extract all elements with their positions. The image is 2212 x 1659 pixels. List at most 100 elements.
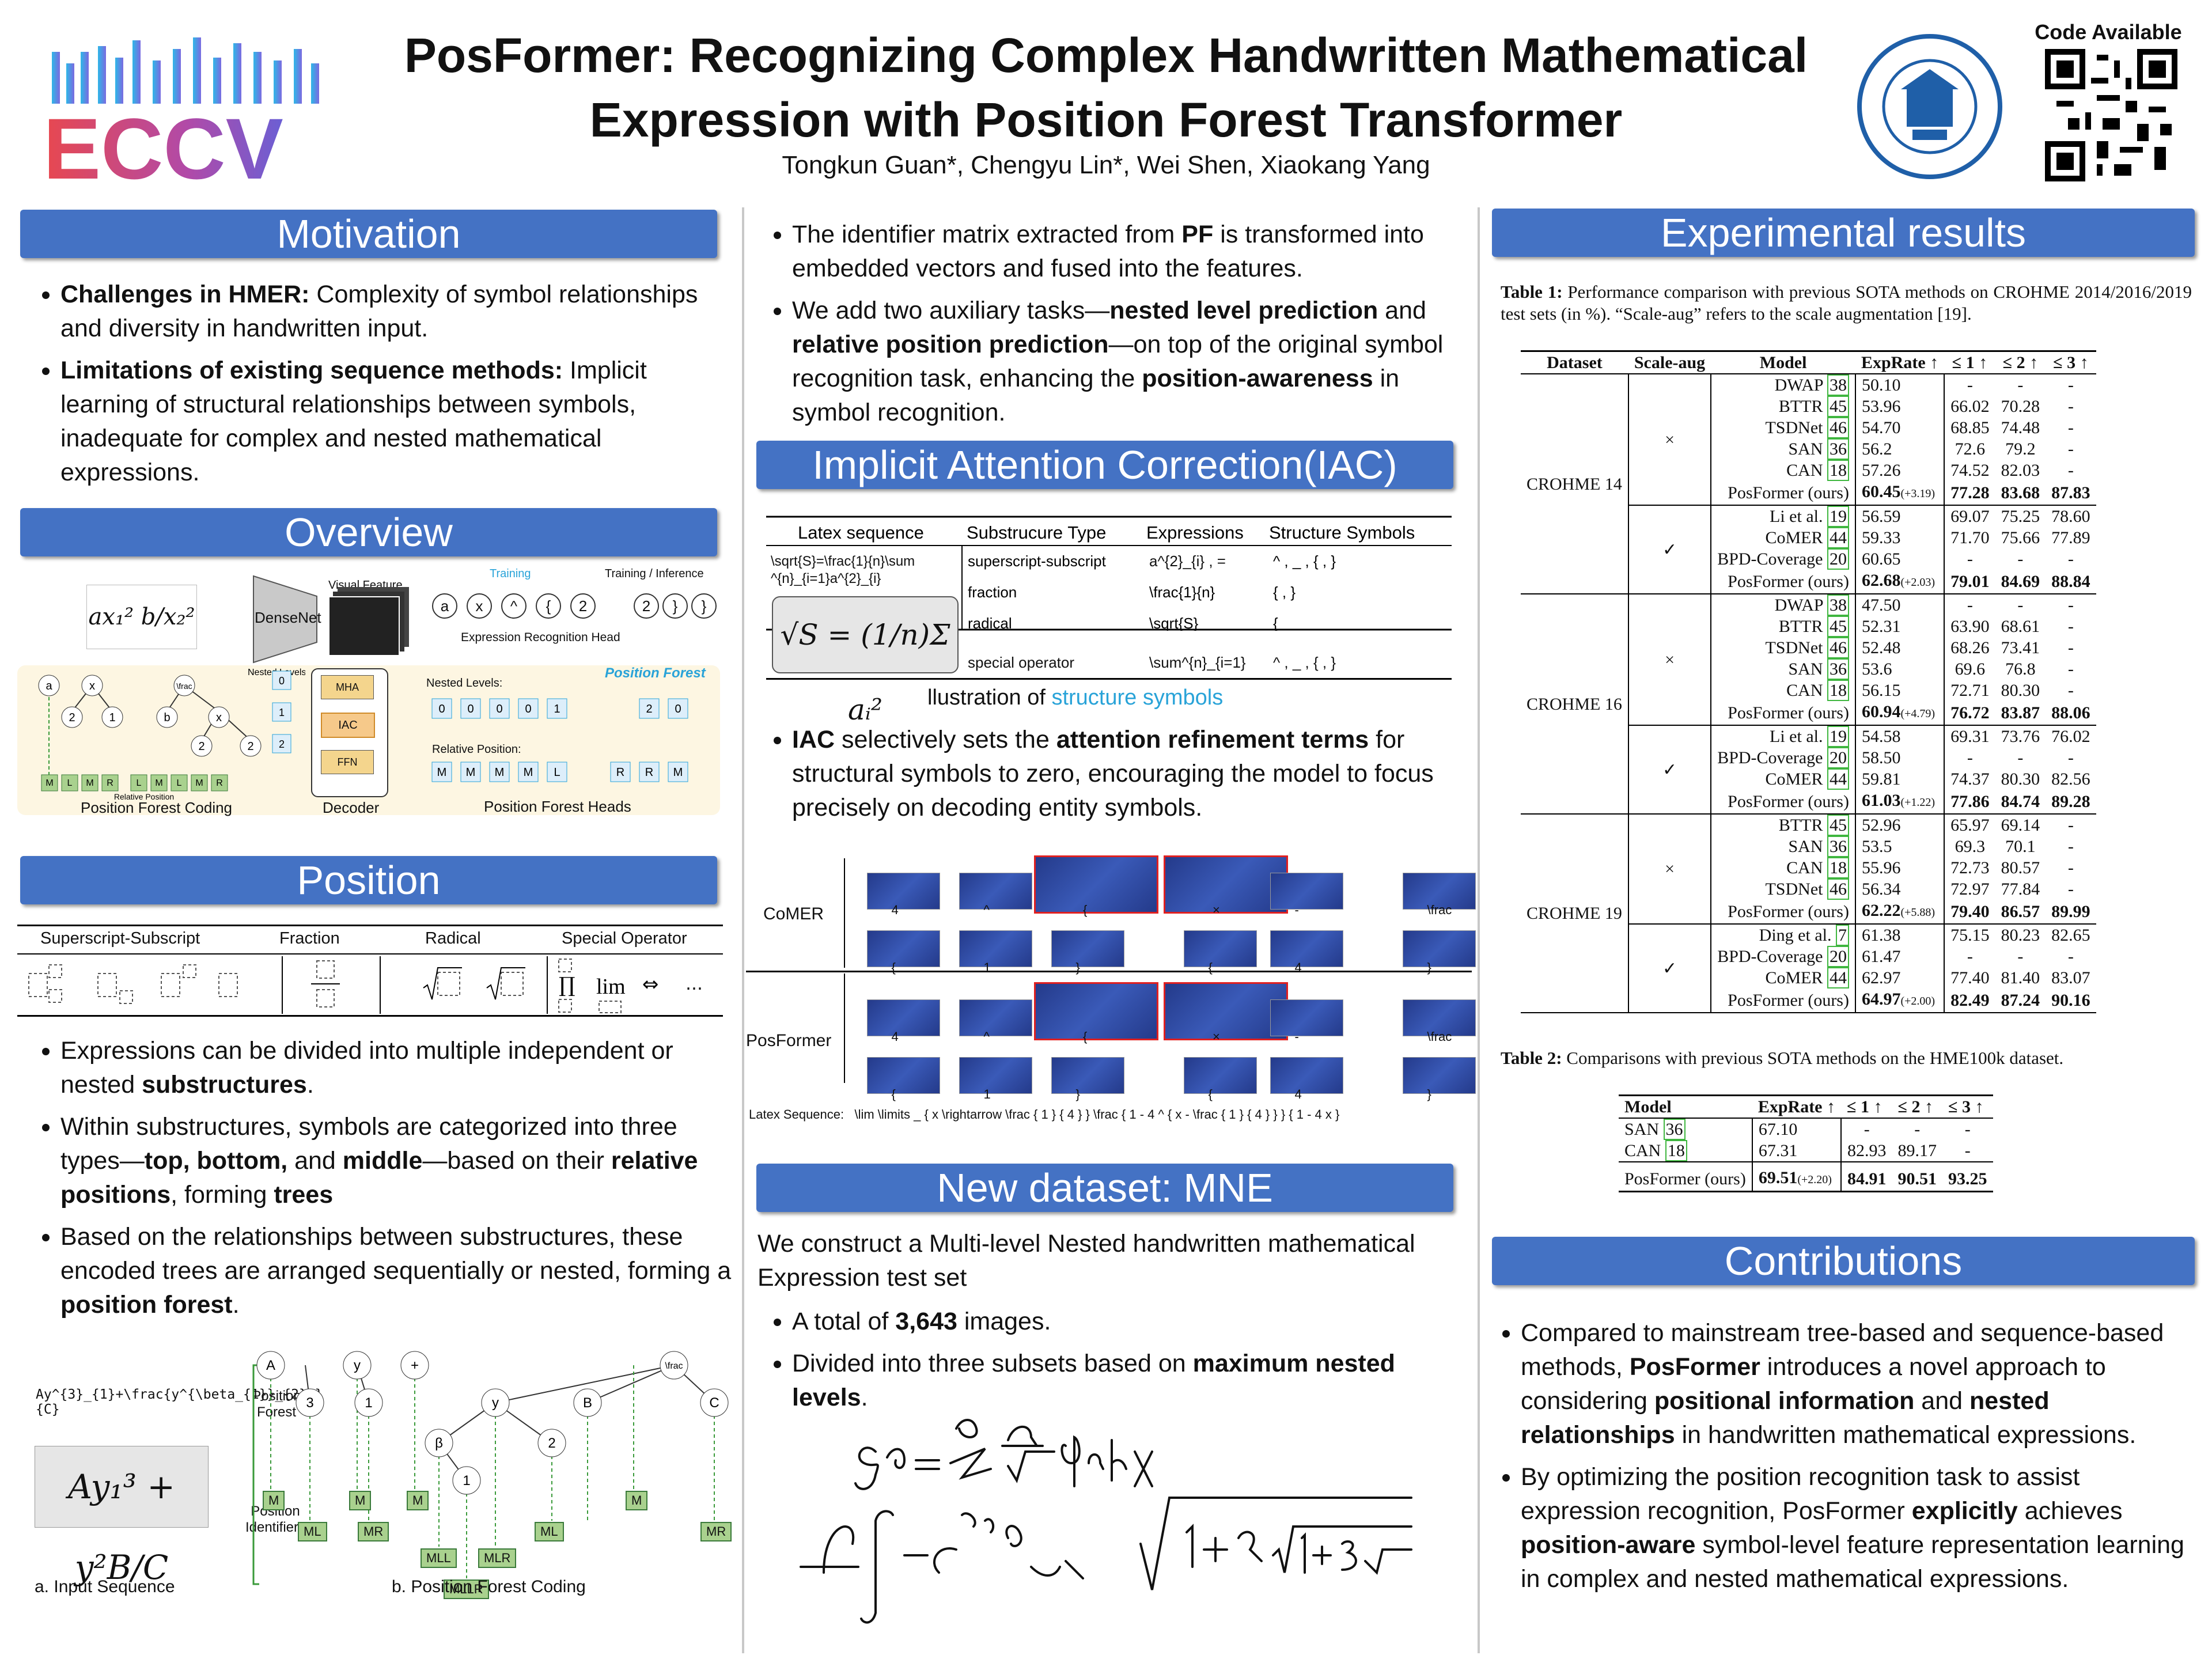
metric-cell: 86.57 <box>1995 900 2046 925</box>
model-cell: CAN 18 <box>1711 857 1856 878</box>
output-tokens: a x ^ { 2 2 } } <box>421 593 717 619</box>
position-heading: Position <box>20 856 717 904</box>
metric-cell: 80.23 <box>2001 926 2040 945</box>
attn-separator <box>746 971 1472 972</box>
svg-text:…: … <box>685 974 703 994</box>
exprate-cell: 52.31 <box>1855 616 1945 637</box>
exprate-cell: 56.34 <box>1855 878 1945 900</box>
attention-map <box>1403 873 1476 910</box>
tag-mr: MR <box>700 1522 732 1541</box>
table2-cell: SAN 36 <box>1619 1118 1753 1140</box>
tag-m: M <box>407 1491 429 1510</box>
svg-text:M: M <box>86 778 93 788</box>
attn-rule-bottom <box>844 974 845 1083</box>
attention-map <box>867 873 940 910</box>
svg-text:Relative Position: Relative Position <box>114 792 174 801</box>
mne-list: A total of 3,643 images. Divided into thr… <box>757 1305 1472 1423</box>
dataset-cell: CROHME 16 <box>1521 594 1629 815</box>
svg-text:A: A <box>266 1358 275 1373</box>
results-heading: Experimental results <box>1492 209 2195 257</box>
table1-row: PosFormer (ours) 64.97(+2.00) 82.49 87.24 90… <box>1521 988 2096 1013</box>
structure-table-svg: Latex sequence Substrucure Type Expressi… <box>766 516 1452 632</box>
attention-map <box>1184 1057 1257 1094</box>
metric-cell: 76.8 <box>2005 660 2036 679</box>
title-line-2: Expression with Position Forest Transfor… <box>589 93 1623 147</box>
metric-cell: 79.2 <box>2005 440 2036 459</box>
metric-cell: - <box>2017 376 2024 395</box>
table1-row: CoMER 44 62.97 77.40 81.40 83.07 <box>1521 967 2096 988</box>
eccv-logo: ECCV <box>35 17 346 197</box>
position-identifiers-label: Position Identifiers <box>245 1503 306 1535</box>
model-cell: PosFormer (ours) <box>1711 481 1856 506</box>
decoder-label: Decoder <box>323 799 380 816</box>
svg-text:\sqrt{S}: \sqrt{S} <box>1149 615 1199 631</box>
svg-text:Latex sequence: Latex sequence <box>798 522 924 543</box>
svg-text:M: M <box>195 778 203 788</box>
model-cell: PosFormer (ours) <box>1711 988 1856 1013</box>
attn-rule-top <box>844 858 845 968</box>
metric-cell: 63.90 <box>1950 617 1990 636</box>
exprate-cell: 53.6 <box>1855 658 1945 680</box>
table2-cell: - <box>1914 1120 1921 1139</box>
model-cell: CoMER 44 <box>1711 967 1856 988</box>
metric-cell: - <box>2067 418 2074 437</box>
structure-caption: llustration of structure symbols <box>927 685 1224 710</box>
svg-text:1: 1 <box>109 711 115 724</box>
exprate-cell: 64.97(+2.00) <box>1855 988 1945 1013</box>
metric-cell: - <box>2017 550 2024 569</box>
table1-row: PosFormer (ours) 60.45(+3.19) 77.28 83.68 87… <box>1521 481 2096 506</box>
metric-cell: - <box>2067 748 2074 767</box>
model-cell: SAN 36 <box>1711 438 1856 460</box>
tag-mlr: MLR <box>478 1548 517 1568</box>
svg-text:C: C <box>709 1395 719 1411</box>
metric-cell: 76.72 <box>1944 701 1995 726</box>
qr-code[interactable] <box>2045 49 2177 181</box>
table1-row: BTTR 45 53.96 66.02 70.28 - <box>1521 396 2096 417</box>
metric-cell: 79.01 <box>1944 570 1995 594</box>
exprate-cell: 60.65 <box>1855 548 1945 570</box>
motivation-heading: Motivation <box>20 210 717 258</box>
exprate-cell: 47.50 <box>1855 594 1945 616</box>
table1-header: Dataset <box>1521 350 1628 374</box>
table1-row: PosFormer (ours) 62.68(+2.03) 79.01 84.69 88… <box>1521 570 2096 594</box>
svg-text:fraction: fraction <box>968 584 1017 601</box>
attention-token: ^ <box>983 1029 990 1044</box>
attention-token: } <box>1427 960 1431 975</box>
operator-row-expr: \sum^{n}_{i=1} <box>1149 654 1246 671</box>
tag-mll: MLL <box>421 1548 457 1568</box>
table1-row: SAN 36 53.6 69.6 76.8 - <box>1521 658 2096 680</box>
metric-cell: 87.24 <box>1995 988 2046 1013</box>
attention-token: ^ <box>983 903 990 917</box>
attention-map <box>867 930 940 967</box>
svg-text:M: M <box>524 766 533 779</box>
model-cell: DWAP 38 <box>1711 374 1856 396</box>
svg-text:0: 0 <box>496 703 502 715</box>
metric-cell: 82.65 <box>2051 926 2090 945</box>
model-cell: Ding et al. 7 <box>1711 924 1856 946</box>
attention-token: - <box>1294 1029 1299 1044</box>
position-item: Based on the relationships between subst… <box>60 1220 732 1322</box>
table2-cell: 67.31 <box>1752 1140 1842 1162</box>
scale-aug-cell: × <box>1628 374 1712 506</box>
svg-text:{: { <box>1273 615 1278 631</box>
exprate-cell: 53.96 <box>1855 396 1945 417</box>
exprate-cell: 54.70 <box>1855 417 1945 438</box>
metric-cell: 69.31 <box>1950 727 1990 746</box>
motivation-item: Challenges in HMER: Complexity of symbol… <box>60 278 729 346</box>
metric-cell: 75.15 <box>1950 926 1990 945</box>
mne-heading: New dataset: MNE <box>756 1164 1453 1212</box>
nested-level-column: 0 1 2 <box>271 668 294 783</box>
tag-m: M <box>349 1491 372 1510</box>
model-cell: Li et al. 19 <box>1711 725 1856 747</box>
model-cell: BTTR 45 <box>1711 814 1856 836</box>
attention-map <box>1270 930 1343 967</box>
svg-text:M: M <box>46 778 53 788</box>
metric-cell: 77.28 <box>1944 481 1995 506</box>
svg-text:2: 2 <box>646 703 652 715</box>
table1-row: PosFormer (ours) 61.03(+1.22) 77.86 84.74 89… <box>1521 790 2096 815</box>
pf-intro-item: The identifier matrix extracted from PF … <box>792 218 1472 286</box>
attention-token: 1 <box>983 1087 991 1101</box>
model-cell: SAN 36 <box>1711 836 1856 857</box>
svg-text:0: 0 <box>279 675 285 687</box>
position-forest-coding-label: Position Forest Coding <box>81 799 233 816</box>
